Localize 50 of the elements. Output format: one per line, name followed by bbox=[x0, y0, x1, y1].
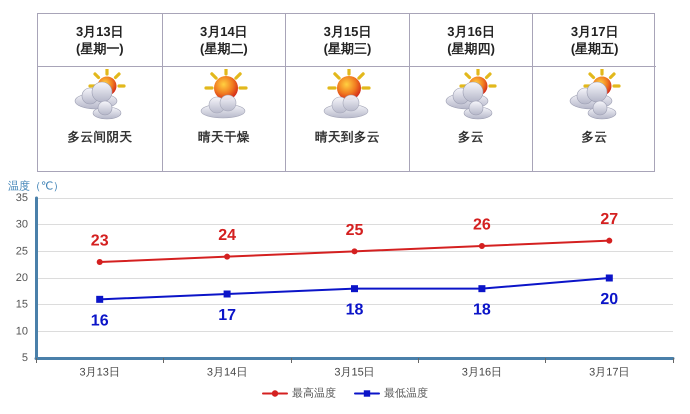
point bbox=[224, 254, 230, 260]
text: (星期三) bbox=[322, 40, 372, 57]
point bbox=[478, 243, 485, 249]
text: 多云间阴天 bbox=[66, 129, 134, 146]
x-tick-label: 3月17日 bbox=[589, 366, 630, 378]
x-tick-label: 3月16日 bbox=[462, 366, 502, 378]
point bbox=[352, 248, 358, 254]
y-tick-label: 25 bbox=[16, 245, 28, 258]
data-label: 17 bbox=[218, 307, 236, 324]
category-label: 3月16日 bbox=[446, 23, 496, 40]
point bbox=[606, 274, 613, 282]
category-label: 3月14日 bbox=[199, 23, 249, 40]
y-tick-label: 35 bbox=[16, 192, 28, 204]
category-label: 3月13日 bbox=[74, 23, 125, 40]
category-label: 3月17日 bbox=[570, 23, 620, 40]
data-label: 23 bbox=[90, 232, 109, 250]
data-label: 16 bbox=[90, 312, 109, 330]
text: 晴天到多云 bbox=[314, 129, 381, 146]
point bbox=[478, 285, 486, 292]
y-tick-label: 30 bbox=[16, 218, 28, 231]
data-label: 27 bbox=[600, 211, 618, 228]
data-label: 26 bbox=[473, 216, 491, 234]
text: 晴天干燥 bbox=[196, 129, 251, 146]
text: (星期一) bbox=[74, 40, 125, 57]
data-label: 25 bbox=[346, 222, 364, 239]
data-label: 18 bbox=[473, 302, 491, 319]
point bbox=[224, 290, 231, 298]
category-label: 3月15日 bbox=[322, 23, 372, 40]
y-tick-label: 5 bbox=[22, 352, 28, 364]
legend-label: 最高温度 bbox=[292, 386, 336, 400]
data-label: 18 bbox=[346, 302, 364, 319]
point bbox=[351, 285, 358, 292]
text: (星期四) bbox=[446, 40, 496, 57]
y-tick-label: 15 bbox=[16, 298, 28, 311]
text: (星期五) bbox=[570, 40, 620, 57]
text: 多云 bbox=[580, 129, 609, 146]
text: 多云 bbox=[457, 129, 486, 146]
x-tick-label: 3月13日 bbox=[80, 366, 120, 378]
y-axis-title: 温度（℃） bbox=[8, 180, 64, 192]
x-tick-label: 3月15日 bbox=[334, 366, 375, 378]
text: (星期二) bbox=[199, 40, 249, 57]
y-tick-label: 20 bbox=[16, 272, 28, 284]
point bbox=[606, 238, 612, 244]
data-label: 24 bbox=[218, 227, 236, 244]
point bbox=[96, 296, 104, 303]
x-tick-label: 3月14日 bbox=[206, 366, 248, 378]
data-label: 20 bbox=[600, 291, 618, 308]
y-tick-label: 10 bbox=[16, 325, 28, 338]
point bbox=[96, 259, 103, 265]
legend-label: 最低温度 bbox=[384, 386, 428, 400]
